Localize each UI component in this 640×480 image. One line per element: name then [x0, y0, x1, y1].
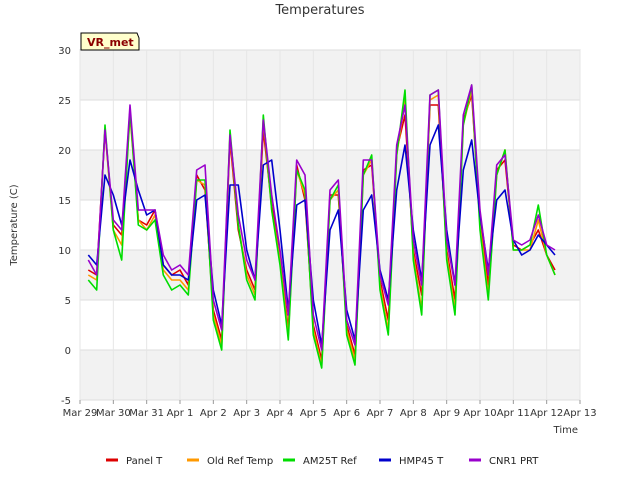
x-tick-label: Apr 5: [300, 408, 327, 419]
y-tick-label: 0: [65, 346, 71, 357]
legend: Panel T Old Ref Temp AM25T Ref HMP45 T CNR1 …: [106, 456, 539, 467]
x-tick-label: Apr 10: [463, 408, 496, 419]
x-tick-label: Apr 4: [267, 408, 294, 419]
x-tick-label: Apr 6: [333, 408, 360, 419]
legend-label-hmp45-t: HMP45 T: [399, 456, 444, 467]
y-axis-ticks: -5 0 5 10 15 20 25 30: [58, 46, 71, 407]
series-layer: [87, 84, 556, 369]
x-tick-label: Mar 31: [129, 408, 164, 419]
annotation-badge-text: VR_met: [87, 36, 134, 49]
plot-area: [79, 49, 581, 401]
legend-label-old-ref-temp: Old Ref Temp: [207, 456, 273, 467]
y-tick-label: 10: [58, 246, 71, 257]
y-tick-label: -5: [61, 396, 71, 407]
annotation-badge-box: [80, 32, 140, 51]
x-tick-label: Apr 8: [400, 408, 427, 419]
legend-label-am25t-ref: AM25T Ref: [303, 456, 357, 467]
legend-label-cnr1-prt: CNR1 PRT: [489, 456, 539, 467]
x-axis-title: Time: [553, 425, 578, 436]
x-tick-label: Mar 29: [63, 408, 98, 419]
y-tick-label: 25: [58, 96, 71, 107]
x-tick-label: Apr 3: [233, 408, 260, 419]
x-tick-label: Apr 1: [167, 408, 194, 419]
y-axis-title: Temperature (C): [9, 184, 20, 266]
y-tick-label: 5: [65, 296, 71, 307]
x-tick-label: Apr 7: [367, 408, 394, 419]
y-tick-label: 15: [58, 196, 71, 207]
x-tick-label: Apr 11: [497, 408, 530, 419]
series-line-cnr1-prt: [87, 84, 556, 351]
background-band: [80, 350, 580, 400]
gridlines: [79, 49, 581, 401]
x-tick-label: Apr 12: [530, 408, 563, 419]
x-tick-label: Apr 2: [200, 408, 227, 419]
series-line-am25t-ref: [87, 84, 556, 369]
x-tick-label: Apr 13: [563, 408, 596, 419]
legend-label-panel-t: Panel T: [126, 456, 163, 467]
y-tick-label: 20: [58, 146, 71, 157]
y-tick-label: 30: [58, 46, 71, 57]
background-band: [80, 250, 580, 300]
chart-title: Temperatures: [274, 3, 364, 18]
x-tick-label: Mar 30: [96, 408, 131, 419]
background-band: [80, 50, 580, 100]
x-tick-label: Apr 9: [433, 408, 460, 419]
annotation-badge: VR_met: [80, 32, 140, 51]
